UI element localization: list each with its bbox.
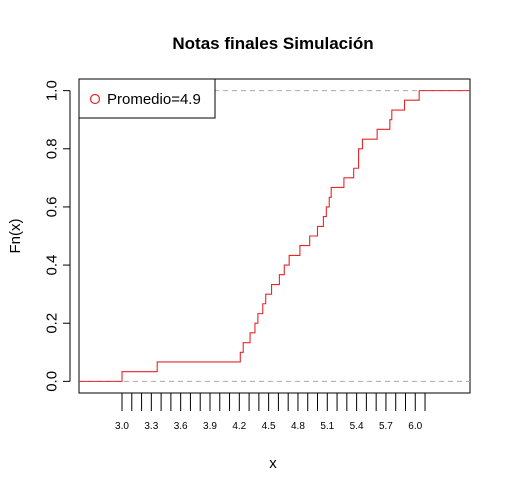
y-axis: 0.0 0.2 0.4 0.6 0.8 1.0 — [44, 80, 71, 392]
legend-box — [78, 78, 216, 119]
x-tick-label: 3.6 — [174, 421, 188, 432]
y-tick-label: 0.8 — [44, 138, 61, 159]
legend-marker — [89, 93, 101, 105]
y-tick-label: 0.2 — [44, 313, 61, 334]
reference-lines — [79, 90, 470, 382]
x-tick-label: 5.7 — [379, 421, 393, 432]
series-layer — [79, 90, 470, 382]
y-tick-label: 0.0 — [44, 371, 61, 392]
y-tick-label: 0.6 — [44, 196, 61, 217]
x-axis: 3.0 3.3 3.6 3.9 4.2 4.5 4.8 5.1 5.4 5.7 6.0 — [115, 392, 426, 432]
plot-frame — [78, 78, 471, 394]
x-tick-label: 3.3 — [144, 421, 158, 432]
ecdf-step-line — [79, 90, 470, 382]
x-tick-label: 4.5 — [262, 421, 276, 432]
x-tick-label: 3.0 — [115, 421, 129, 432]
x-tick-label: 5.1 — [320, 421, 334, 432]
y-axis-label: Fn(x) — [7, 219, 24, 254]
x-tick-label: 5.4 — [350, 421, 364, 432]
x-tick-label: 3.9 — [203, 421, 217, 432]
x-axis-label: x — [269, 455, 277, 472]
y-tick-label: 0.4 — [44, 255, 61, 276]
y-tick-label: 1.0 — [44, 80, 61, 101]
x-tick-label: 4.2 — [232, 421, 246, 432]
legend: Promedio=4.9 — [78, 78, 216, 119]
x-tick-label: 6.0 — [408, 421, 422, 432]
chart-title: Notas finales Simulación — [172, 34, 373, 53]
x-tick-label: 4.8 — [291, 421, 305, 432]
legend-label: Promedio=4.9 — [107, 91, 201, 108]
